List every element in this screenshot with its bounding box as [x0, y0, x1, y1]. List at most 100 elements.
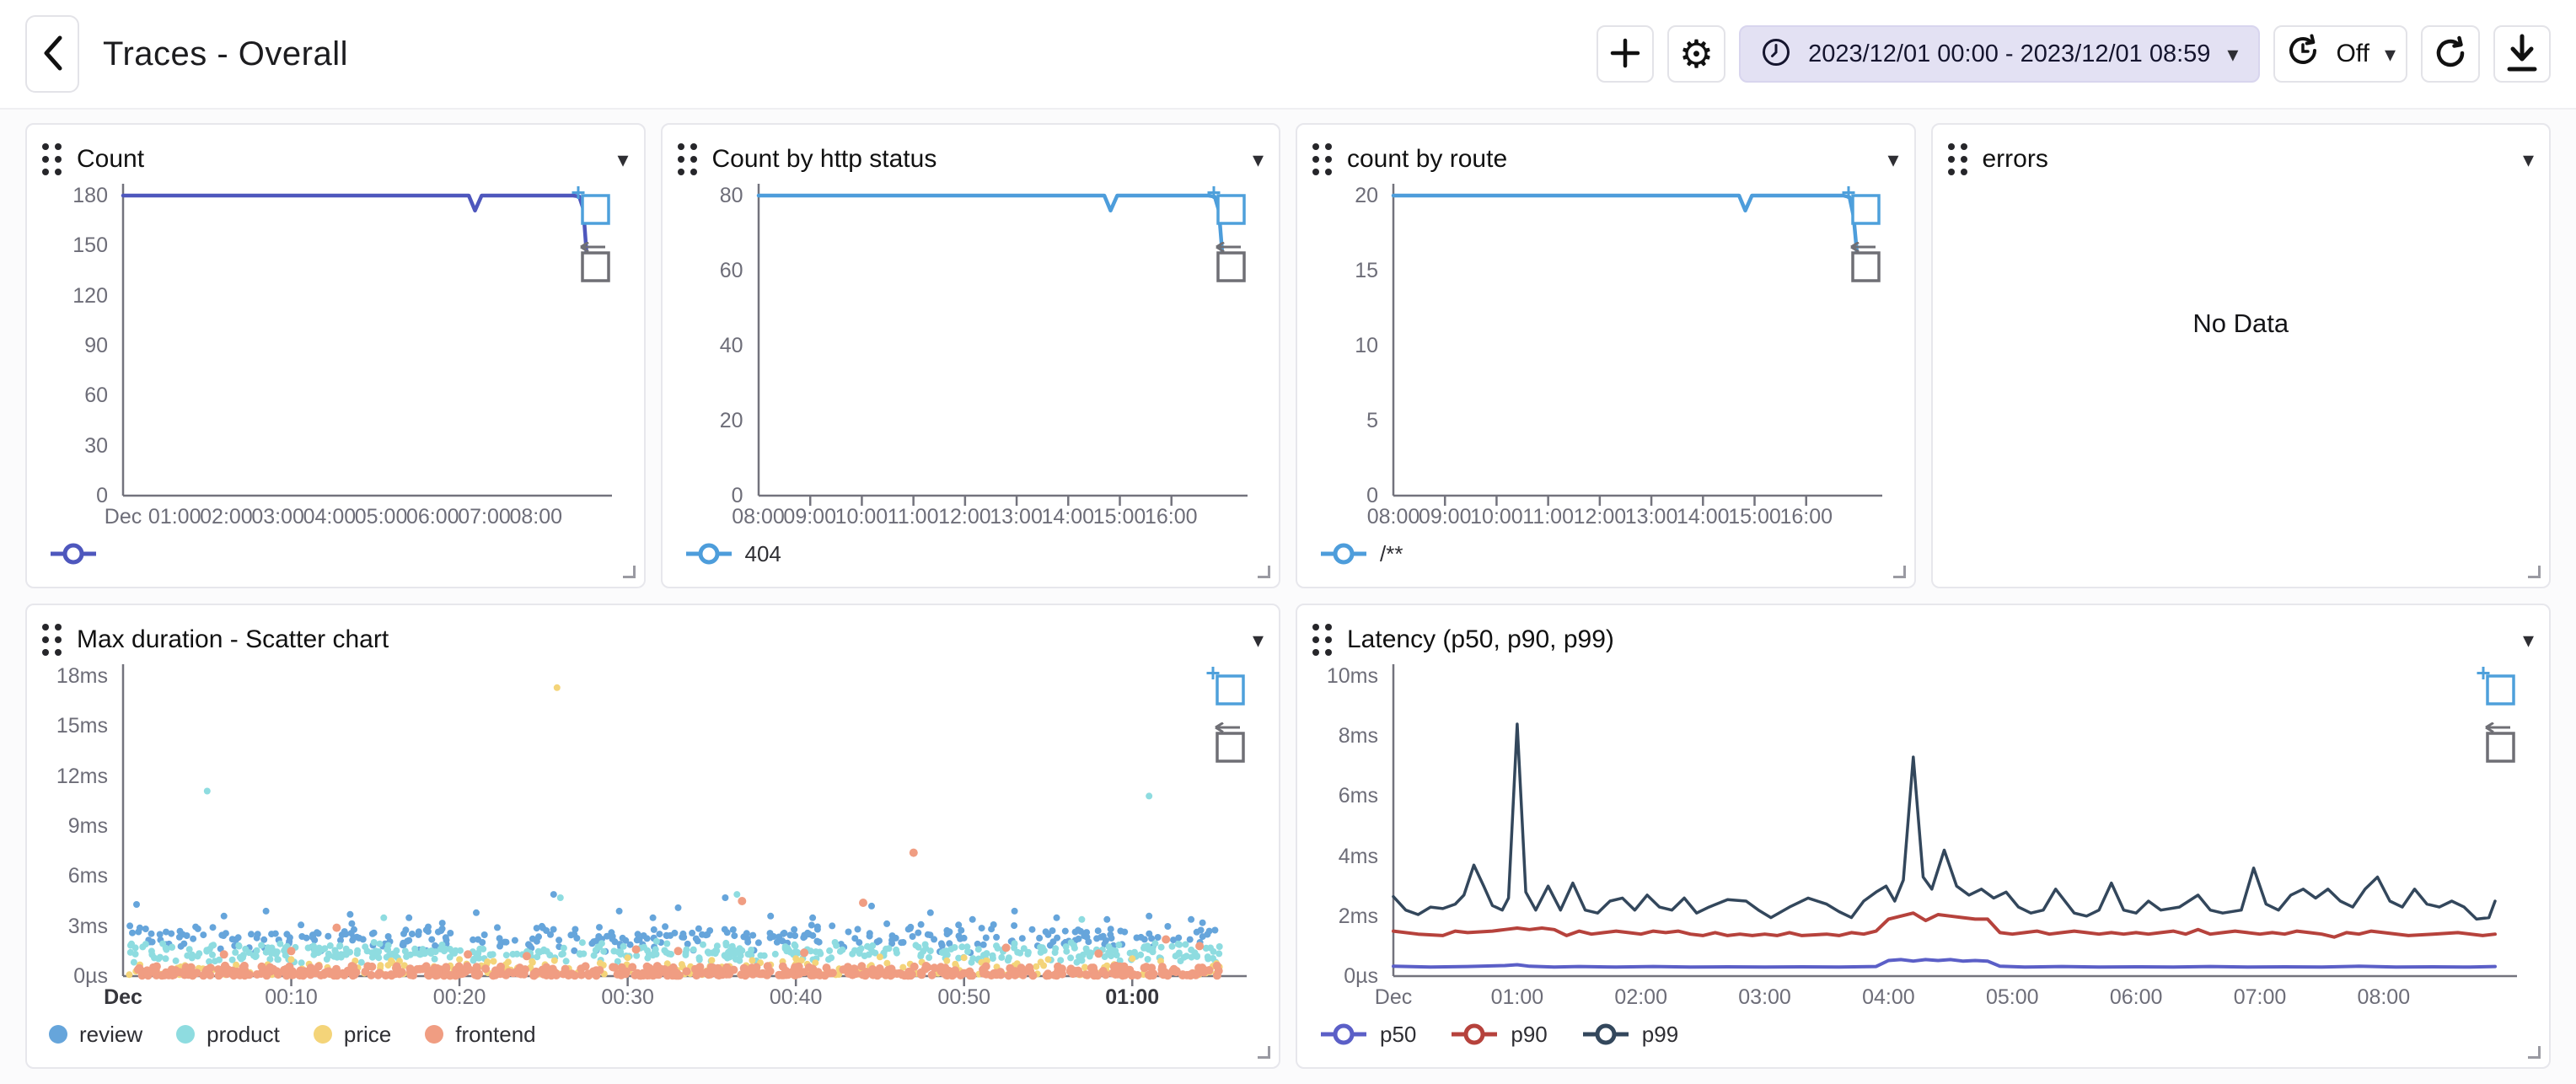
x-axis-tick-label: 07:00: [2233, 985, 2287, 1009]
x-axis-tick-label: 01:00: [148, 505, 201, 529]
y-axis-tick-label: 150: [72, 233, 108, 258]
legend-item[interactable]: frontend: [425, 1022, 536, 1048]
settings-button[interactable]: ⚙: [1666, 25, 1726, 83]
x-axis-tick-label: 11:00: [1522, 505, 1574, 529]
zoom-in-selection-icon[interactable]: [1840, 185, 1884, 232]
y-axis-tick-label: 18ms: [56, 664, 108, 688]
x-axis-tick-label: 14:00: [1677, 505, 1730, 529]
legend-dot-marker: [49, 1025, 67, 1044]
toolbar: ⚙ 2023/12/01 00:00 - 2023/12/01 08:59 ▾ …: [1596, 25, 2551, 83]
panel-menu-caret-icon[interactable]: ▾: [2522, 147, 2534, 172]
x-axis-tick-label: Dec: [1374, 985, 1413, 1009]
y-axis-tick-label: 40: [719, 334, 743, 357]
chart-count-by-http-status[interactable]: 0 20 40 60 80 08:00 09:00 10:00 11:00 12:00 13:00 1…: [678, 182, 1264, 531]
x-axis-tick-label: 03:00: [251, 505, 304, 529]
chart-latency-percentiles[interactable]: 0µs 2ms 4ms 6ms 8ms 10ms Dec 01:00 02:00 03:00 04:…: [1312, 663, 2534, 1012]
y-axis-tick-label: 20: [719, 409, 743, 432]
panel-max-duration-scatter: Max duration - Scatter chart ▾ 0µs 3ms 6ms…: [25, 604, 1280, 1069]
panel-menu-caret-icon[interactable]: ▾: [1252, 147, 1264, 172]
drag-handle-icon[interactable]: [677, 143, 697, 175]
legend-item[interactable]: /**: [1319, 541, 1403, 567]
download-icon: [2505, 34, 2539, 75]
panel-menu-caret-icon[interactable]: ▾: [617, 147, 629, 172]
legend-item[interactable]: product: [176, 1022, 280, 1048]
y-axis-tick-label: 9ms: [67, 814, 108, 838]
zoom-reset-icon[interactable]: [1205, 241, 1249, 288]
chevron-down-icon: ▾: [2384, 41, 2396, 67]
legend-line-marker: [684, 541, 733, 566]
x-axis-tick-label: 05:00: [354, 505, 408, 529]
resize-handle[interactable]: [622, 566, 636, 578]
legend-item[interactable]: [49, 541, 98, 566]
panel-menu-caret-icon[interactable]: ▾: [1252, 627, 1264, 652]
y-axis-tick-label: 10ms: [1326, 664, 1378, 688]
x-axis-tick-label: 01:00: [1105, 985, 1160, 1009]
y-axis-tick-label: 0: [96, 484, 108, 507]
y-axis-tick-label: 60: [84, 384, 108, 408]
y-axis-tick-label: 10: [1355, 334, 1378, 357]
legend-item[interactable]: 404: [684, 541, 781, 567]
panel-count: Count ▾ 0 30 60 90 120 150 180 Dec 01:00 02:00 03:…: [25, 123, 646, 588]
x-axis-tick-label: 00:40: [769, 985, 823, 1009]
x-axis-tick-label: Dec: [104, 505, 142, 529]
panel-menu-caret-icon[interactable]: ▾: [1887, 147, 1899, 172]
legend-item[interactable]: review: [49, 1022, 142, 1048]
refresh-button[interactable]: [2421, 25, 2480, 83]
chart-count[interactable]: 0 30 60 90 120 150 180 Dec 01:00 02:00 03:00 04:00 0…: [42, 182, 629, 531]
zoom-in-selection-icon[interactable]: [2475, 666, 2519, 712]
chart-legend: p50 p90 p99: [1312, 1012, 2534, 1057]
legend-item[interactable]: price: [313, 1021, 392, 1048]
resize-handle[interactable]: [1258, 1046, 1270, 1059]
resize-handle[interactable]: [1892, 566, 1906, 578]
resize-handle[interactable]: [2528, 1046, 2541, 1059]
x-axis-tick-label: 10:00: [1470, 505, 1523, 529]
y-axis-tick-label: 0: [731, 484, 743, 507]
y-axis-tick-label: 0µs: [1344, 964, 1378, 988]
time-range-selector[interactable]: 2023/12/01 00:00 - 2023/12/01 08:59 ▾: [1739, 25, 2261, 83]
zoom-reset-icon[interactable]: [1840, 241, 1884, 288]
panel-title: Count: [77, 145, 145, 173]
x-axis-tick-label: 09:00: [783, 505, 836, 529]
gear-icon: ⚙: [1678, 32, 1715, 76]
zoom-reset-icon[interactable]: [2475, 722, 2519, 769]
chart-count-by-route[interactable]: 0 5 10 15 20 08:00 09:00 10:00 11:00 12:00 13:00 14…: [1312, 182, 1899, 531]
legend-item[interactable]: p90: [1450, 1022, 1548, 1048]
panel-errors: errors ▾ No Data: [1930, 123, 2551, 588]
legend-label: review: [79, 1021, 143, 1047]
panel-menu-caret-icon[interactable]: ▾: [2522, 627, 2534, 652]
legend-item[interactable]: p50: [1319, 1022, 1416, 1048]
y-axis-tick-label: 80: [719, 184, 743, 207]
add-panel-button[interactable]: [1596, 25, 1654, 83]
x-axis-tick-label: 08:00: [1366, 505, 1420, 529]
drag-handle-icon[interactable]: [1947, 143, 1967, 175]
x-axis-tick-label: 05:00: [1985, 985, 2039, 1009]
legend-label: price: [343, 1021, 392, 1047]
x-axis-tick-label: 00:50: [937, 985, 990, 1009]
plus-icon: [1608, 36, 1642, 72]
chart-max-duration-scatter[interactable]: 0µs 3ms 6ms 9ms 12ms 15ms 18ms Dec 00:10 00:20 00:…: [42, 663, 1264, 1012]
drag-handle-icon[interactable]: [42, 143, 62, 175]
x-axis-tick-label: 13:00: [990, 505, 1043, 529]
zoom-reset-icon[interactable]: [570, 241, 614, 288]
auto-refresh-icon: [2285, 33, 2321, 75]
auto-refresh-selector[interactable]: Off ▾: [2273, 25, 2407, 83]
resize-handle[interactable]: [2528, 566, 2541, 578]
zoom-reset-icon[interactable]: [1205, 722, 1248, 769]
auto-refresh-value: Off: [2336, 40, 2369, 67]
legend-dot-marker: [313, 1025, 332, 1044]
drag-handle-icon[interactable]: [1312, 624, 1332, 656]
x-axis-tick-label: 12:00: [1573, 505, 1627, 529]
back-button[interactable]: [25, 15, 79, 93]
x-axis-tick-label: 10:00: [835, 505, 888, 529]
legend-label: /**: [1380, 540, 1403, 566]
panel-count-by-route: count by route ▾ 0 5 10 15 20 08:00 09:00 10:00…: [1296, 123, 1916, 588]
zoom-in-selection-icon[interactable]: [1205, 185, 1249, 232]
legend-item[interactable]: p99: [1581, 1022, 1678, 1048]
zoom-in-selection-icon[interactable]: [570, 185, 614, 232]
chart-errors: No Data: [1948, 182, 2535, 577]
zoom-in-selection-icon[interactable]: [1205, 666, 1248, 712]
download-button[interactable]: [2493, 25, 2551, 83]
drag-handle-icon[interactable]: [42, 624, 62, 656]
resize-handle[interactable]: [1258, 566, 1270, 578]
drag-handle-icon[interactable]: [1312, 143, 1332, 175]
